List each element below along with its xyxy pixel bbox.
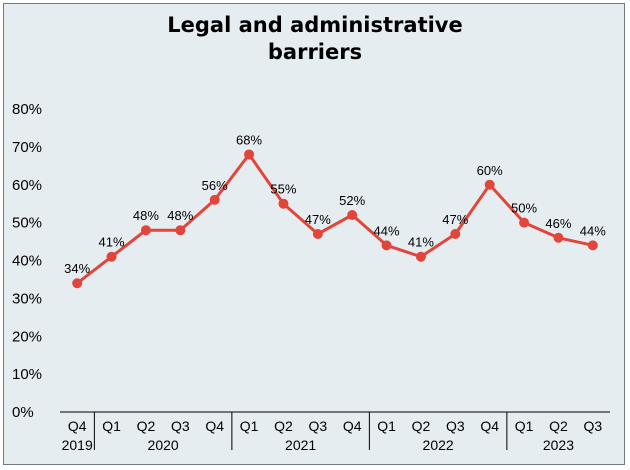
data-label: 44% bbox=[374, 223, 400, 238]
year-label: 2020 bbox=[148, 437, 179, 453]
data-point bbox=[209, 194, 220, 205]
x-tick-label: Q3 bbox=[583, 418, 602, 434]
data-point bbox=[381, 240, 392, 251]
data-label: 47% bbox=[305, 212, 331, 227]
x-tick-label: Q3 bbox=[308, 418, 327, 434]
year-label: 2019 bbox=[62, 437, 93, 453]
data-point bbox=[278, 198, 289, 209]
x-tick-label: Q2 bbox=[412, 418, 431, 434]
x-tick-label: Q2 bbox=[137, 418, 156, 434]
data-point bbox=[347, 210, 358, 221]
data-point bbox=[519, 217, 530, 228]
data-point bbox=[415, 251, 426, 262]
data-label: 52% bbox=[339, 193, 365, 208]
data-point bbox=[175, 225, 186, 236]
data-point bbox=[72, 278, 83, 289]
x-tick-label: Q1 bbox=[515, 418, 534, 434]
year-label: 2021 bbox=[285, 437, 316, 453]
chart-title-line-1: Legal and administrative bbox=[167, 13, 463, 37]
data-point bbox=[140, 225, 151, 236]
data-point bbox=[312, 228, 323, 239]
x-tick-label: Q4 bbox=[343, 418, 362, 434]
x-tick-label: Q3 bbox=[446, 418, 465, 434]
y-tick-label: 10% bbox=[12, 366, 42, 383]
data-label: 68% bbox=[236, 132, 262, 147]
data-label: 48% bbox=[133, 208, 159, 223]
data-label: 60% bbox=[477, 163, 503, 178]
x-tick-label: Q1 bbox=[377, 418, 396, 434]
x-tick-label: Q3 bbox=[171, 418, 190, 434]
x-tick-label: Q4 bbox=[205, 418, 224, 434]
year-label: 2022 bbox=[423, 437, 454, 453]
series-line bbox=[76, 152, 594, 285]
data-point bbox=[244, 149, 255, 160]
data-label: 44% bbox=[580, 223, 606, 238]
year-label: 2023 bbox=[543, 437, 574, 453]
y-tick-label: 60% bbox=[12, 177, 42, 194]
chart-title-line-2: barriers bbox=[267, 40, 363, 64]
data-label: 56% bbox=[202, 178, 228, 193]
x-tick-label: Q1 bbox=[102, 418, 121, 434]
data-label: 46% bbox=[545, 216, 571, 231]
data-point bbox=[587, 240, 598, 251]
data-point bbox=[484, 179, 495, 190]
x-tick-label: Q1 bbox=[240, 418, 259, 434]
y-tick-label: 30% bbox=[12, 290, 42, 307]
data-label: 34% bbox=[64, 261, 90, 276]
x-tick-label: Q4 bbox=[480, 418, 499, 434]
y-tick-label: 20% bbox=[12, 328, 42, 345]
x-tick-label: Q2 bbox=[549, 418, 568, 434]
x-tick-label: Q4 bbox=[68, 418, 87, 434]
y-tick-label: 70% bbox=[12, 139, 42, 156]
data-label: 48% bbox=[167, 208, 193, 223]
x-tick-label: Q2 bbox=[274, 418, 293, 434]
data-label: 47% bbox=[442, 212, 468, 227]
y-tick-label: 0% bbox=[12, 404, 34, 421]
data-label: 55% bbox=[270, 182, 296, 197]
y-tick-label: 80% bbox=[12, 101, 42, 118]
chart-title: Legal and administrative barriers bbox=[0, 12, 630, 66]
data-point bbox=[553, 232, 564, 243]
data-label: 41% bbox=[408, 235, 434, 250]
data-point bbox=[106, 251, 117, 262]
data-label: 41% bbox=[99, 235, 125, 250]
data-label: 50% bbox=[511, 201, 537, 216]
y-tick-label: 50% bbox=[12, 215, 42, 232]
y-tick-label: 40% bbox=[12, 253, 42, 270]
data-point bbox=[450, 228, 461, 239]
